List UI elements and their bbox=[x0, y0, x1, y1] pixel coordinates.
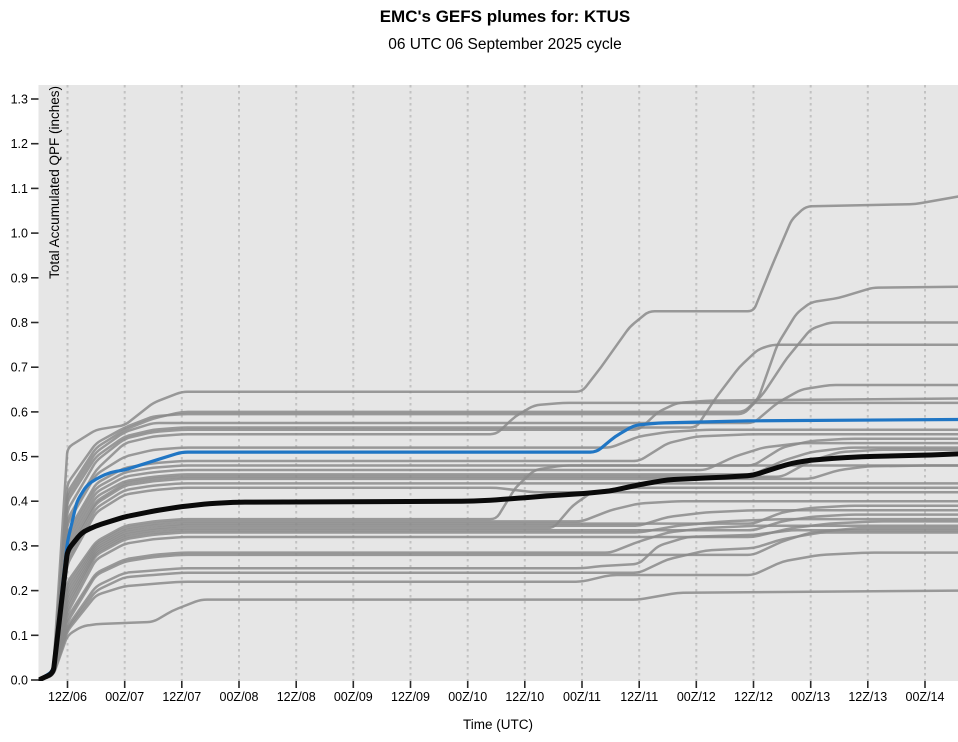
ensemble-member-line bbox=[38, 401, 958, 681]
x-tick-label: 00Z/10 bbox=[448, 690, 487, 704]
x-tick-label: 12Z/11 bbox=[620, 690, 658, 704]
ensemble-member-line bbox=[38, 531, 958, 681]
ensemble-member-line bbox=[38, 551, 958, 681]
ensemble-member-line bbox=[38, 195, 958, 681]
x-tick-label: 12Z/07 bbox=[162, 690, 201, 704]
ensemble-member-line bbox=[38, 464, 958, 681]
x-tick-label: 12Z/06 bbox=[48, 690, 87, 704]
ensemble-member-line bbox=[38, 383, 958, 681]
y-tick-label: 1.2 bbox=[11, 137, 28, 151]
x-tick-label: 00Z/09 bbox=[334, 690, 373, 704]
ensemble-member-line bbox=[38, 529, 958, 681]
x-tick-label: 12Z/08 bbox=[277, 690, 316, 704]
y-tick-label: 0.5 bbox=[11, 450, 28, 464]
x-axis-title: Time (UTC) bbox=[463, 717, 533, 732]
x-tick-label: 00Z/07 bbox=[105, 690, 144, 704]
y-tick-label: 1.0 bbox=[11, 227, 28, 241]
y-tick-label: 0.4 bbox=[11, 495, 28, 509]
chart-title: EMC's GEFS plumes for: KTUS bbox=[379, 7, 631, 26]
control-member-line bbox=[38, 417, 958, 681]
ensemble-member-line bbox=[38, 321, 958, 681]
y-tick-label: 0.3 bbox=[11, 539, 28, 553]
plume-lines bbox=[38, 195, 958, 681]
ensemble-member-line bbox=[38, 520, 958, 681]
y-tick-label: 0.6 bbox=[11, 405, 28, 419]
ensemble-member-line bbox=[38, 428, 958, 681]
x-tick-label: 12Z/10 bbox=[505, 690, 544, 704]
x-tick-labels: 12Z/06 00Z/07 12Z/07 00Z/08 12Z/08 00Z/09 12Z/… bbox=[48, 690, 944, 704]
ensemble-member-line bbox=[38, 524, 958, 681]
chart-subtitle: 06 UTC 06 September 2025 cycle bbox=[388, 36, 622, 53]
y-tick-label: 0.7 bbox=[11, 361, 28, 375]
x-tick-label: 00Z/08 bbox=[220, 690, 259, 704]
ensemble-member-line bbox=[38, 343, 958, 681]
x-tick-label: 00Z/14 bbox=[906, 690, 945, 704]
x-tick-label: 00Z/13 bbox=[791, 690, 830, 704]
y-tick-label: 0.9 bbox=[11, 271, 28, 285]
ensemble-member-line bbox=[38, 285, 958, 681]
x-tick-label: 00Z/11 bbox=[563, 690, 601, 704]
ensemble-member-line bbox=[38, 513, 958, 681]
x-tick-label: 00Z/12 bbox=[677, 690, 716, 704]
y-tick-label: 1.3 bbox=[11, 93, 28, 107]
y-tick-label: 0.8 bbox=[11, 316, 28, 330]
ensemble-member-line bbox=[38, 499, 958, 681]
ensemble-member-line bbox=[38, 508, 958, 681]
ensemble-member-line bbox=[38, 517, 958, 681]
y-tick-label: 0.2 bbox=[11, 584, 28, 598]
y-axis-title: Total Accumulated QPF (inches) bbox=[47, 86, 62, 279]
y-tick-label: 0.1 bbox=[11, 629, 28, 643]
x-tick-label: 12Z/09 bbox=[391, 690, 430, 704]
x-tick-label: 12Z/12 bbox=[734, 690, 773, 704]
y-tick-labels: 0.0 0.1 0.2 0.3 0.4 0.5 0.6 0.7 0.8 0.9 1.0 1.1 1.2 1… bbox=[11, 93, 28, 688]
ensemble-member-line bbox=[38, 589, 958, 681]
ensemble-mean-line bbox=[38, 451, 958, 681]
axis-ticks bbox=[31, 98, 926, 688]
x-tick-label: 12Z/13 bbox=[848, 690, 887, 704]
ensemble-member-line bbox=[38, 526, 958, 681]
y-tick-label: 0.0 bbox=[11, 674, 28, 688]
ensemble-member-line bbox=[38, 504, 958, 681]
y-tick-label: 1.1 bbox=[11, 182, 28, 196]
